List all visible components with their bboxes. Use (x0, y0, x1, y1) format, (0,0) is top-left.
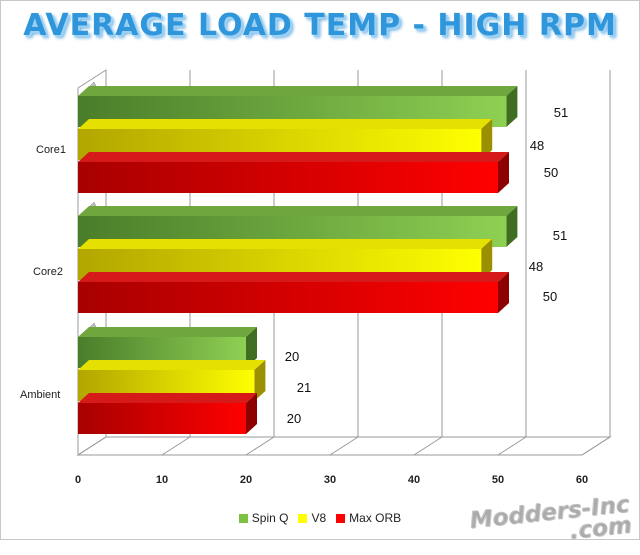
category-label-ambient: Ambient (20, 389, 60, 401)
value-label-core2-max-orb: 50 (543, 289, 557, 304)
category-ambient: Ambient 20 21 20 (20, 322, 311, 434)
bar-top-face (78, 152, 509, 162)
floor-line-40 (413, 436, 443, 456)
floor-line-10 (161, 436, 191, 456)
bar-end-face (246, 393, 257, 434)
value-label-core1-v8: 48 (530, 138, 544, 153)
bar-end-face (481, 119, 493, 160)
bar-top-face (78, 119, 493, 129)
legend-label-max-orb: Max ORB (349, 511, 402, 525)
bar-end-face (498, 152, 509, 193)
bar-top-face (78, 206, 518, 216)
bar-end-face (254, 360, 266, 401)
bar-end-face (498, 272, 509, 313)
bar-top-face (78, 86, 518, 96)
floor-line-60 (581, 436, 611, 456)
legend: Spin Q V8 Max ORB (0, 511, 640, 525)
bar-top-face (78, 272, 509, 282)
x-tick-label-0: 0 (75, 474, 81, 486)
floor-line-20 (245, 436, 275, 456)
x-tick-label-60: 60 (576, 474, 588, 486)
bar-ambient-max-orb: 20 (78, 393, 301, 434)
legend-item-max-orb: Max ORB (336, 511, 401, 525)
x-tick-label-10: 10 (156, 474, 168, 486)
bar-end-face (506, 86, 518, 127)
value-label-core2-spin-q: 51 (553, 228, 567, 243)
bar-top-face (78, 239, 493, 249)
category-label-core1: Core1 (36, 144, 66, 156)
value-label-core2-v8: 48 (529, 259, 543, 274)
bar-end-face (481, 239, 493, 280)
plot-area: 0 10 20 30 40 50 60Core1514850Core2514850Ambie… (20, 69, 612, 486)
legend-swatch-max-orb (336, 513, 346, 523)
legend-item-spin-q: Spin Q (238, 511, 289, 525)
bar-front-face (78, 162, 498, 193)
bar-front-face (78, 403, 246, 434)
legend-label-spin-q: Spin Q (251, 511, 289, 525)
x-tick-label-40: 40 (408, 474, 420, 486)
x-tick-label-50: 50 (492, 474, 504, 486)
legend-item-v8: V8 (298, 511, 326, 525)
x-axis: 0 10 20 30 40 50 60 (75, 474, 588, 486)
bar-end-face (246, 327, 257, 368)
bar-core2-max-orb: 50 (78, 272, 557, 313)
legend-swatch-v8 (298, 513, 308, 523)
bar-top-face (78, 360, 266, 370)
floor-line-0 (77, 436, 107, 456)
value-label-ambient-spin-q: 20 (285, 349, 299, 364)
bar-end-face (506, 206, 518, 247)
floor-line-50 (497, 436, 527, 456)
value-label-ambient-v8: 21 (297, 380, 311, 395)
chart-title: AVERAGE LOAD TEMP - HIGH RPM (23, 8, 617, 43)
floor-line-30 (329, 436, 359, 456)
legend-swatch-spin-q (238, 513, 248, 523)
bar-core1-max-orb: 50 (78, 152, 558, 193)
value-label-ambient-max-orb: 20 (287, 411, 301, 426)
bar-top-face (78, 393, 257, 403)
x-tick-label-30: 30 (324, 474, 336, 486)
value-label-core1-spin-q: 51 (554, 105, 568, 120)
legend-label-v8: V8 (311, 511, 327, 525)
x-tick-label-20: 20 (240, 474, 252, 486)
category-label-core2: Core2 (33, 266, 63, 278)
bar-top-face (78, 327, 257, 337)
bar-front-face (78, 282, 498, 313)
value-label-core1-max-orb: 50 (544, 165, 558, 180)
